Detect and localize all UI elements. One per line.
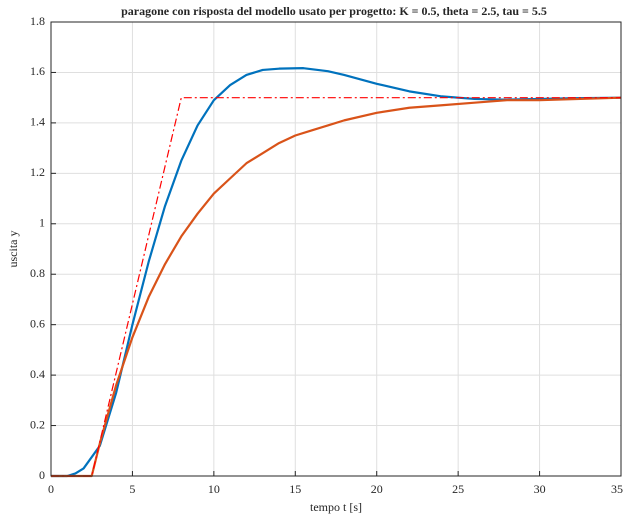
x-tick-label: 0 xyxy=(48,482,54,496)
x-tick-label: 20 xyxy=(371,482,383,496)
y-tick-label: 1.6 xyxy=(30,64,45,78)
y-tick-label: 0.2 xyxy=(30,417,45,431)
x-tick-label: 25 xyxy=(452,482,464,496)
chart-title: paragone con risposta del modello usato … xyxy=(121,4,547,18)
x-tick-label: 10 xyxy=(208,482,220,496)
x-tick-label: 15 xyxy=(289,482,301,496)
y-tick-label: 0.4 xyxy=(30,367,45,381)
plot-frame xyxy=(50,21,622,477)
y-tick-label: 1.2 xyxy=(30,165,45,179)
y-tick-label: 0.6 xyxy=(30,316,45,330)
x-axis-label: tempo t [s] xyxy=(310,500,362,514)
x-tick-label: 35 xyxy=(611,482,623,496)
y-tick-label: 1.8 xyxy=(30,14,45,28)
y-tick-label: 0 xyxy=(39,468,45,482)
y-tick-label: 1 xyxy=(39,216,45,230)
y-tick-label: 0.8 xyxy=(30,266,45,280)
y-axis-label: uscita y xyxy=(6,231,20,268)
y-tick-label: 1.4 xyxy=(30,115,45,129)
x-tick-label: 30 xyxy=(534,482,546,496)
data-line xyxy=(51,96,622,478)
x-tick-label: 5 xyxy=(129,482,135,496)
